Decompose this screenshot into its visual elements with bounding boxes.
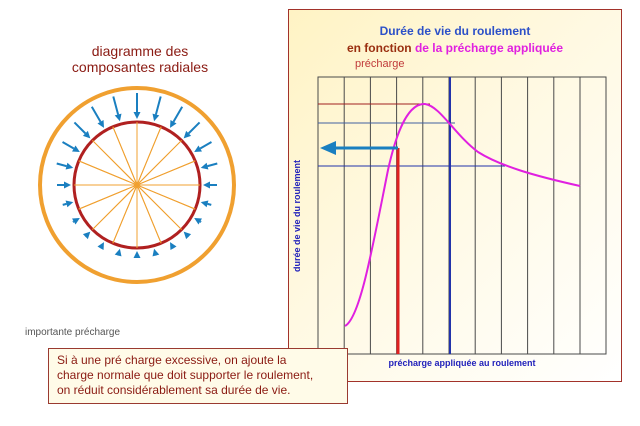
x-axis-label: précharge appliquée au roulement xyxy=(388,358,536,368)
note-box: Si à une pré charge excessive, on ajoute… xyxy=(48,348,348,404)
graph-subtitle: en fonction de la précharge appliquée xyxy=(288,41,622,55)
radial-arrow-shaft xyxy=(199,220,202,223)
radial-arrow-shaft xyxy=(154,96,162,115)
radial-arrow-head xyxy=(183,130,192,139)
precharge-label: précharge xyxy=(355,58,405,70)
graph-subtitle-part2: de la précharge appliquée xyxy=(414,41,564,55)
radial-arrow-head xyxy=(152,113,160,122)
radial-title-line2: composantes radiales xyxy=(71,59,209,75)
radial-arrow-shaft xyxy=(73,121,87,135)
radial-arrow-head xyxy=(64,181,71,189)
radial-arrow-head xyxy=(72,145,80,152)
radial-arrow-shaft xyxy=(90,106,102,123)
radial-arrow-head xyxy=(170,242,177,250)
radial-arrow-head xyxy=(170,120,177,128)
radial-arrow-head xyxy=(114,248,122,257)
radial-arrows-group xyxy=(56,93,218,258)
graph-panel xyxy=(288,9,622,382)
radial-arrow-head xyxy=(65,200,74,208)
radial-arrow-head xyxy=(133,112,141,119)
radial-arrow-shaft xyxy=(56,162,67,168)
radial-arrow-head xyxy=(200,200,209,208)
radial-arrow-head xyxy=(200,162,209,170)
y-axis-label: durée de vie du roulement xyxy=(292,159,302,272)
plot-area xyxy=(317,76,607,355)
radial-arrow-shaft xyxy=(62,141,75,150)
lifetime-curve xyxy=(344,102,581,327)
radial-arrow-head xyxy=(203,181,210,189)
arrow-head xyxy=(320,141,336,155)
spokes-group xyxy=(74,122,200,248)
radial-arrow-head xyxy=(65,162,74,170)
spoke xyxy=(78,160,196,210)
radial-arrow-head xyxy=(114,113,122,122)
note-line1: Si à une pré charge excessive, on ajoute… xyxy=(57,353,287,367)
radial-diagram-title: diagramme des composantes radiales xyxy=(40,43,240,75)
radial-arrow-head xyxy=(82,130,91,139)
radial-arrow-head xyxy=(152,248,160,257)
radial-arrow-head xyxy=(133,251,141,258)
note-line2: charge normale que doit supporter le rou… xyxy=(57,368,314,382)
graph-subtitle-part1: en fonction xyxy=(346,41,412,55)
radial-arrow-head xyxy=(72,218,80,225)
radial-arrow-head xyxy=(97,120,104,128)
outer-ring xyxy=(38,86,236,284)
radial-arrow-shaft xyxy=(187,121,201,135)
radial-arrow-shaft xyxy=(72,220,75,223)
radial-arrow-shaft xyxy=(199,141,212,150)
radial-arrow-head xyxy=(97,242,104,250)
radial-arrow-head xyxy=(82,231,91,240)
radial-components-diagram xyxy=(38,86,236,284)
radial-arrow-head xyxy=(194,145,202,152)
radial-arrow-shaft xyxy=(172,106,184,123)
radial-arrow-shaft xyxy=(207,162,218,168)
radial-arrow-shaft xyxy=(207,202,212,206)
radial-arrow-head xyxy=(194,218,202,225)
graph-title: Durée de vie du roulement xyxy=(379,24,531,38)
precharge-caption: importante précharge xyxy=(25,327,121,338)
radial-arrow-head xyxy=(183,231,192,240)
radial-arrow-shaft xyxy=(62,202,67,206)
note-line3: on réduit considérablement sa durée de v… xyxy=(57,383,291,397)
radial-title-line1: diagramme des xyxy=(91,43,189,59)
radial-arrow-shaft xyxy=(112,96,120,115)
